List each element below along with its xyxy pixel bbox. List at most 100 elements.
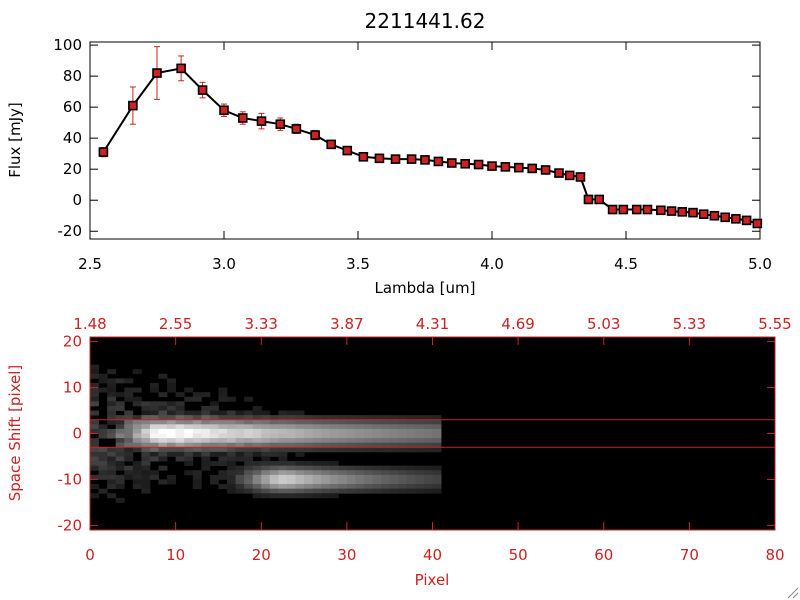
image-pixel (149, 447, 159, 453)
image-pixel (364, 488, 373, 494)
resize-grip-icon[interactable] (787, 587, 799, 599)
image-pixel (406, 438, 416, 444)
image-pixel (244, 419, 254, 425)
image-pixel (329, 428, 339, 434)
image-pixel (158, 428, 168, 434)
image-top-axis-tick-label: 5.33 (673, 315, 706, 333)
image-pixel (124, 451, 134, 457)
image-pixel (107, 410, 117, 416)
image-pixel (201, 465, 211, 471)
image-pixel (107, 419, 117, 425)
image-pixel (107, 479, 117, 485)
image-pixel (107, 456, 117, 462)
image-pixel (338, 484, 348, 490)
image-pixel (261, 484, 271, 490)
image-pixel (167, 382, 177, 388)
image-pixel (227, 479, 236, 485)
image-pixel (115, 497, 125, 503)
image-pixel (149, 433, 159, 439)
data-point-marker (237, 113, 248, 123)
image-pixel (321, 493, 331, 499)
image-pixel (132, 484, 142, 490)
image-pixel (218, 474, 228, 480)
image-pixel (98, 451, 108, 457)
image-pixel (141, 424, 151, 430)
data-point-marker (752, 218, 763, 229)
image-pixel (321, 424, 331, 430)
image-pixel (364, 470, 373, 476)
image-pixel (432, 470, 442, 476)
image-pixel (115, 461, 125, 467)
image-pixel (235, 442, 245, 448)
image-pixel (192, 419, 202, 425)
image-pixel (406, 484, 416, 490)
image-pixel (235, 479, 245, 485)
image-pixel (355, 488, 365, 494)
image-pixel (124, 447, 134, 453)
image-pixel (107, 401, 117, 407)
spectrum-plot-frame (89, 41, 761, 240)
image-pixel (252, 424, 262, 430)
image-pixel (184, 419, 194, 425)
image-pixel (141, 465, 151, 471)
image-pixel (295, 424, 305, 430)
image-pixel (346, 419, 356, 425)
image-pixel (295, 479, 305, 485)
image-pixel (227, 484, 236, 490)
image-pixel (355, 428, 365, 434)
image-pixel (329, 438, 339, 444)
data-point-marker (197, 85, 208, 95)
image-pixel (132, 433, 142, 439)
image-pixel (304, 428, 314, 434)
image-pixel (90, 465, 99, 471)
image-pixel (372, 479, 382, 485)
image-pixel (201, 442, 211, 448)
image-pixel (184, 428, 194, 434)
spectrum-x-tick-label: 5.0 (748, 255, 772, 273)
image-pixel (175, 419, 185, 425)
image-x-tick-label: 0 (85, 546, 95, 564)
image-pixel (389, 433, 399, 439)
image-pixel (381, 479, 391, 485)
image-pixel (149, 424, 159, 430)
image-pixel (269, 424, 279, 430)
image-pixel (218, 387, 228, 393)
image-pixel (346, 428, 356, 434)
image-pixel (141, 438, 151, 444)
image-pixel (184, 415, 194, 421)
image-pixel (149, 410, 159, 416)
image-pixel (389, 442, 399, 448)
spectrum-line (102, 67, 758, 225)
image-pixel (398, 419, 408, 425)
image-pixel (278, 433, 288, 439)
image-pixel (269, 465, 279, 471)
spectrum-y-tick-label: 20 (63, 160, 82, 178)
image-pixel (286, 461, 296, 467)
image-pixel (398, 470, 408, 476)
image-pixel (218, 428, 228, 434)
spectrum-x-tick-label: 4.5 (614, 255, 638, 273)
image-pixel (346, 447, 356, 453)
image-pixel (261, 474, 271, 480)
image-pixel (406, 433, 416, 439)
image-pixel (346, 484, 356, 490)
image-x-axis-label: Pixel (415, 571, 450, 589)
image-pixel (124, 428, 134, 434)
image-pixel (98, 474, 108, 480)
image-pixel (338, 415, 348, 421)
image-pixel (227, 456, 236, 462)
image-pixel (321, 474, 331, 480)
image-pixel (278, 493, 288, 499)
data-point-marker (433, 156, 444, 167)
spectrum-y-tick-label: 40 (63, 129, 82, 147)
data-point-marker (631, 204, 642, 215)
image-pixel (141, 474, 151, 480)
image-pixel (269, 461, 279, 467)
image-pixel (406, 415, 416, 421)
image-top-axis-tick-label: 4.31 (416, 315, 449, 333)
image-pixel (252, 474, 262, 480)
image-pixel (355, 419, 365, 425)
image-pixel (201, 415, 211, 421)
image-pixel (269, 470, 279, 476)
